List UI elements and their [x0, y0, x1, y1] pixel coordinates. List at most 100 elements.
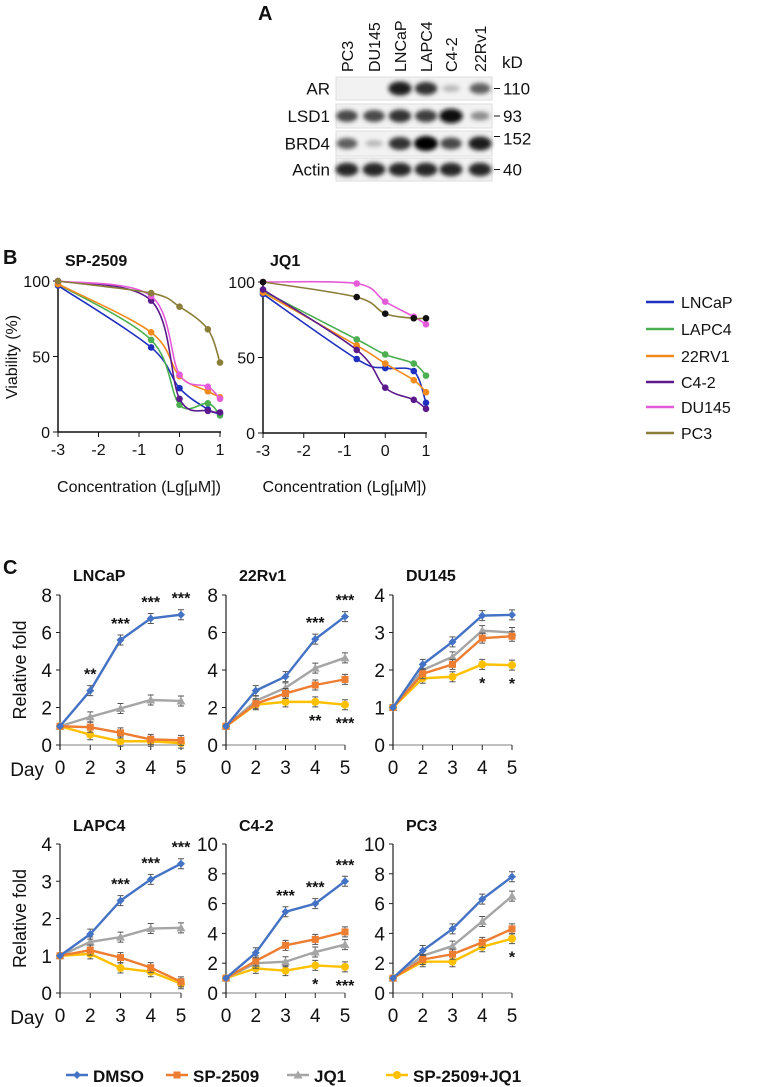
fit-curve-lapc4	[57, 283, 221, 416]
significance-marker: ***	[306, 615, 325, 632]
data-point-pc3	[54, 277, 62, 285]
y-tick-label: 0	[207, 736, 218, 757]
data-point-lapc4	[422, 372, 430, 379]
significance-marker: ***	[141, 855, 160, 872]
x-tick-label: -3	[256, 443, 270, 460]
data-point-sp-2509+jq1	[341, 962, 349, 971]
y-tick-label: 100	[228, 275, 255, 292]
data-point-sp-2509+jq1	[341, 700, 349, 709]
y-tick-label: 0	[246, 426, 255, 443]
data-point-du145	[176, 371, 183, 378]
data-point-dmso	[86, 686, 95, 695]
significance-marker: ***	[336, 716, 355, 733]
data-point-c4-2	[381, 384, 389, 392]
protein-band	[388, 81, 412, 96]
data-point-sp-2509	[282, 941, 289, 949]
x-tick-label: 1	[422, 443, 431, 460]
chart-title: DU145	[406, 568, 456, 585]
data-point-jq1	[281, 683, 290, 692]
y-tick-label: 4	[41, 661, 52, 682]
data-point-jq1	[116, 703, 125, 712]
x-tick-label: 0	[221, 758, 232, 779]
significance-marker: **	[309, 713, 322, 730]
significance-marker: ***	[111, 877, 130, 894]
x-tick-label: 0	[55, 1006, 66, 1027]
x-tick-label: 2	[250, 1006, 261, 1027]
data-point-c4-2	[259, 286, 267, 293]
data-point-jq1	[477, 626, 487, 635]
significance-marker: *	[312, 976, 319, 993]
data-point-jq1	[507, 891, 517, 900]
data-point-jq1	[310, 947, 320, 956]
y-tick-label: 0	[41, 736, 52, 757]
y-tick-label: 1	[41, 947, 52, 968]
x-tick-label: 2	[417, 1006, 428, 1027]
y-tick-label: 10	[364, 835, 385, 856]
legend-label: PC3	[681, 426, 712, 443]
data-point-lncap	[147, 344, 155, 351]
panel-label-b: B	[3, 247, 17, 269]
y-tick-label: 6	[374, 895, 385, 916]
data-point-sp-2509+jq1	[116, 737, 125, 746]
x-tick-label: 2	[85, 1006, 96, 1027]
data-point-dmso	[341, 877, 349, 886]
x-tick-label: 3	[280, 1006, 291, 1027]
protein-band	[363, 110, 385, 122]
data-point-c4-2	[204, 407, 212, 415]
dose-response-chart-jq1: JQ1 -3 -2 -1 0 1 0 50 100 Concentration (Lg[μM])	[228, 253, 430, 496]
data-point-sp-2509	[419, 670, 427, 678]
data-point-pc3	[259, 278, 267, 286]
chart-title: C4-2	[239, 818, 274, 835]
data-point-jq1	[85, 937, 95, 946]
y-tick-label: 2	[41, 699, 52, 720]
data-point-du145	[381, 298, 389, 305]
y-tick-label: 0	[41, 425, 50, 442]
protein-band	[469, 83, 491, 94]
x-tick-label: 3	[115, 758, 126, 779]
protein-band	[470, 111, 490, 121]
data-point-sp-2509	[252, 957, 260, 965]
x-tick-label: -2	[91, 442, 105, 459]
y-tick-label: 3	[374, 624, 385, 645]
fit-curve-22rv1	[262, 291, 427, 393]
significance-marker: ***	[141, 594, 160, 611]
data-point-dmso	[56, 951, 64, 960]
data-point-du145	[204, 383, 212, 391]
x-tick-label: 0	[55, 758, 66, 779]
data-point-22rv1	[147, 329, 155, 336]
data-point-sp-2509+jq1	[508, 661, 516, 670]
protein-label: AR	[306, 80, 330, 99]
fit-curve-c4-2	[262, 288, 427, 410]
data-point-jq1	[448, 652, 457, 661]
x-tick-label: -1	[132, 442, 146, 459]
x-tick-label: 3	[115, 1006, 126, 1027]
y-axis-label: Relative fold	[10, 869, 30, 968]
data-point-dmso	[251, 686, 260, 695]
protein-band	[388, 162, 412, 177]
x-tick-label: 4	[310, 758, 321, 779]
x-tick-label: 4	[310, 1006, 321, 1027]
data-point-dmso	[251, 948, 260, 957]
protein-band	[362, 162, 386, 177]
data-point-du145	[353, 280, 361, 287]
data-point-22rv1	[410, 376, 418, 384]
data-point-sp-2509	[117, 729, 124, 737]
data-point-dmso	[418, 660, 427, 669]
x-tick-label: 2	[417, 758, 428, 779]
data-point-dmso	[56, 722, 64, 731]
x-tick-label: 3	[280, 758, 291, 779]
data-point-jq1	[176, 923, 186, 932]
x-tick-label: 5	[507, 1006, 518, 1027]
data-point-sp-2509+jq1	[311, 961, 320, 970]
growth-legend: DMSO SP-2509 JQ1 SP-2509+JQ1	[66, 1067, 521, 1086]
x-tick-label: 0	[221, 1006, 232, 1027]
mw-label: 93	[503, 107, 522, 126]
y-tick-label: 2	[41, 910, 52, 931]
y-tick-label: 0	[374, 984, 385, 1005]
data-point-jq1	[146, 924, 156, 933]
x-tick-label: -1	[337, 443, 351, 460]
y-tick-label: 50	[237, 351, 255, 368]
y-tick-label: 50	[32, 350, 50, 367]
